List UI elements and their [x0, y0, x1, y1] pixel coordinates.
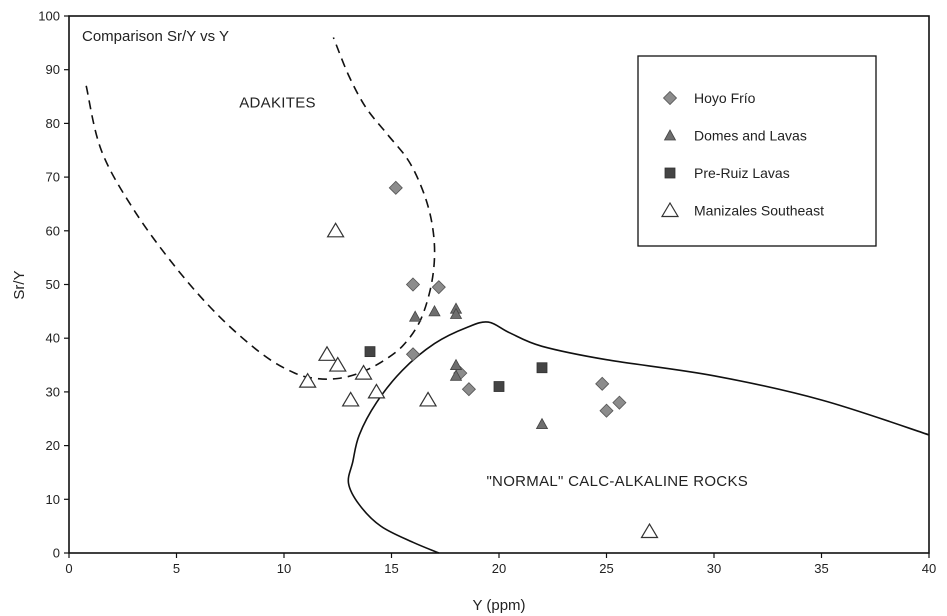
x-tick-label: 30	[707, 561, 721, 576]
data-point-pre-ruiz-lavas	[364, 346, 376, 358]
adakite-field-boundary	[85, 37, 436, 380]
y-tick-label: 0	[53, 546, 60, 561]
data-point-hoyo-fr-o	[405, 277, 421, 292]
x-tick-label: 15	[384, 561, 398, 576]
data-point-manizales-southeast	[341, 391, 360, 407]
data-point-domes-and-lavas	[449, 358, 463, 370]
data-point-hoyo-fr-o	[388, 180, 403, 195]
data-point-pre-ruiz-lavas	[536, 362, 548, 374]
legend-label: Manizales Southeast	[694, 203, 824, 219]
y-axis-label: Sr/Y	[11, 270, 28, 299]
legend-label: Hoyo Frío	[694, 90, 756, 106]
data-point-domes-and-lavas	[535, 417, 549, 430]
data-point-hoyo-fr-o	[431, 280, 446, 295]
data-point-domes-and-lavas	[449, 369, 463, 381]
y-tick-label: 80	[46, 116, 60, 131]
data-point-manizales-southeast	[317, 345, 337, 361]
data-point-manizales-southeast	[640, 522, 659, 539]
y-tick-label: 40	[46, 331, 60, 346]
legend-items: Hoyo Frío Domes and Lavas Pre-Ruiz Lavas Ma…	[660, 90, 824, 219]
x-tick-label: 40	[922, 561, 936, 576]
data-point-manizales-southeast	[298, 372, 317, 388]
x-tick-label: 5	[173, 561, 180, 576]
region-label: "NORMAL" CALC-ALKALINE ROCKS	[486, 473, 748, 490]
data-point-manizales-southeast	[418, 391, 438, 407]
data-point-manizales-southeast	[354, 364, 373, 380]
data-point-manizales-southeast	[367, 383, 386, 399]
y-tick-label: 90	[46, 62, 60, 77]
legend-marker	[660, 201, 680, 218]
legend-box	[637, 55, 877, 247]
calc-alkaline-field-boundary	[347, 321, 930, 554]
region-label: ADAKITES	[239, 94, 316, 111]
x-tick-label: 0	[65, 561, 72, 576]
data-points	[298, 180, 659, 539]
legend-label: Domes and Lavas	[694, 128, 807, 144]
y-tick-label: 70	[46, 170, 60, 185]
region-labels: ADAKITES "NORMAL" CALC-ALKALINE ROCKS	[239, 94, 748, 490]
y-tick-label: 100	[38, 9, 60, 24]
data-point-domes-and-lavas	[449, 307, 463, 319]
chart-title: Comparison Sr/Y vs Y	[82, 28, 229, 45]
axis-ticks: 0 5 10 15 20 25 30 35 40 0 10 20 30 40 50 60 70 80 90 100	[38, 9, 936, 577]
data-point-hoyo-fr-o	[595, 376, 610, 391]
x-tick-label: 25	[599, 561, 613, 576]
y-tick-label: 60	[46, 223, 60, 238]
x-axis-label: Y (ppm)	[472, 597, 525, 614]
data-point-manizales-southeast	[328, 356, 347, 372]
data-point-domes-and-lavas	[408, 310, 422, 322]
legend: Hoyo Frío Domes and Lavas Pre-Ruiz Lavas Ma…	[637, 55, 877, 247]
field-boundaries	[85, 37, 930, 554]
legend-marker	[663, 129, 677, 141]
data-point-hoyo-fr-o	[612, 395, 627, 410]
data-point-hoyo-fr-o	[461, 382, 476, 397]
y-tick-label: 30	[46, 384, 60, 399]
data-point-pre-ruiz-lavas	[493, 381, 505, 392]
data-point-hoyo-fr-o	[405, 347, 421, 362]
data-point-hoyo-fr-o	[599, 403, 614, 418]
data-point-manizales-southeast	[326, 222, 345, 238]
x-tick-label: 10	[277, 561, 291, 576]
legend-marker	[664, 167, 676, 179]
y-tick-label: 50	[46, 277, 60, 292]
legend-marker	[662, 90, 678, 106]
x-tick-label: 35	[814, 561, 828, 576]
y-tick-label: 10	[46, 492, 60, 507]
plot-frame	[68, 15, 930, 554]
y-tick-label: 20	[46, 438, 60, 453]
x-tick-label: 20	[492, 561, 506, 576]
legend-label: Pre-Ruiz Lavas	[694, 165, 790, 181]
data-point-domes-and-lavas	[428, 305, 441, 317]
